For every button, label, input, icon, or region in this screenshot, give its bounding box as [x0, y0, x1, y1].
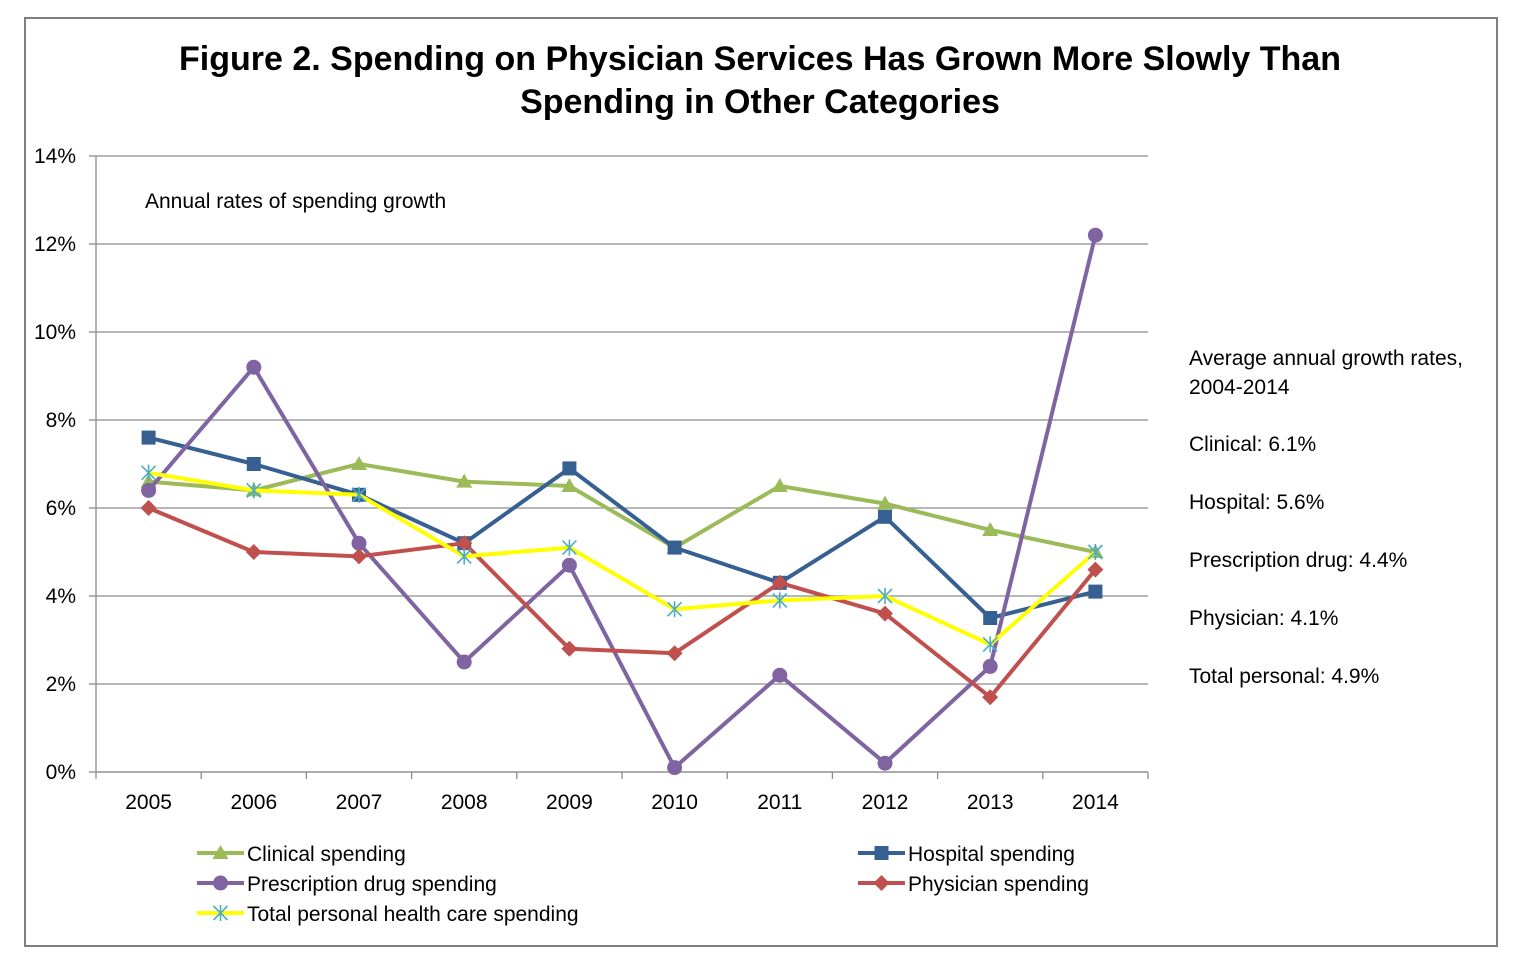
legend-label: Prescription drug spending [247, 873, 497, 896]
data-point [351, 486, 367, 503]
chart-annotation: Annual rates of spending growth [145, 190, 447, 213]
legend-item: Prescription drug spending [197, 873, 497, 896]
data-point [666, 645, 683, 662]
data-point [667, 540, 682, 555]
data-point [982, 522, 999, 536]
legend-item: Hospital spending [858, 843, 1075, 866]
y-tick-label: 8% [46, 409, 76, 432]
data-point [667, 760, 683, 776]
data-point [982, 689, 999, 706]
data-point [561, 557, 577, 573]
series-line [148, 462, 1096, 554]
legend-item: Physician spending [858, 873, 1089, 896]
legend-item: Total personal health care spending [197, 903, 579, 926]
legend-swatch-marker [212, 845, 229, 859]
chart-title: Figure 2. Spending on Physician Services… [179, 40, 1341, 121]
x-tick-label: 2008 [441, 791, 488, 814]
y-tick-label: 0% [46, 761, 76, 784]
data-point [877, 588, 893, 604]
x-tick-label: 2006 [230, 791, 277, 814]
data-point [771, 574, 788, 591]
x-tick-label: 2007 [336, 791, 383, 814]
legend-swatch-marker [212, 905, 229, 921]
legend-label: Physician spending [908, 873, 1089, 896]
data-point [246, 457, 261, 471]
data-point [351, 548, 367, 565]
x-tick-label: 2014 [1072, 791, 1119, 814]
legend-swatch-marker [213, 875, 228, 891]
data-point [456, 535, 473, 552]
data-point [351, 535, 367, 551]
average-growth-item: Physician: 4.1% [1189, 607, 1339, 630]
x-tick-label: 2011 [757, 791, 802, 814]
data-point [1087, 544, 1103, 560]
x-tick-label: 2005 [125, 791, 172, 814]
data-point [562, 461, 577, 476]
legend-label: Hospital spending [908, 843, 1075, 866]
data-point [561, 539, 577, 556]
data-point [141, 482, 157, 498]
average-growth-panel: Average annual growth rates, 2004-2014 C… [1189, 344, 1479, 720]
data-point [140, 500, 157, 516]
series-total-personal-health-care-spending [141, 464, 1103, 653]
data-point [771, 478, 788, 492]
data-point [1087, 561, 1104, 578]
series-line [148, 470, 1097, 647]
y-tick-label: 6% [46, 497, 76, 520]
data-point [982, 658, 998, 674]
y-tick-label: 12% [34, 233, 76, 256]
y-tick-label: 2% [46, 673, 76, 696]
data-point [1088, 584, 1103, 599]
x-tick-label: 2013 [967, 791, 1014, 814]
series-line [147, 506, 1097, 700]
x-tick-label: 2009 [546, 791, 593, 814]
data-point [246, 359, 262, 375]
data-point [983, 611, 998, 625]
y-tick-label: 14% [34, 145, 76, 168]
legend-item: Clinical spending [197, 843, 406, 866]
data-point [561, 478, 578, 492]
series-line [148, 435, 1096, 620]
data-point [877, 495, 893, 510]
data-point [141, 464, 157, 481]
data-point [456, 654, 472, 670]
data-point [878, 509, 892, 524]
average-growth-heading: Average annual growth rates, 2004-2014 [1189, 347, 1463, 399]
legend-label: Clinical spending [247, 843, 406, 866]
average-growth-item: Prescription drug: 4.4% [1189, 549, 1408, 572]
chart-frame [24, 17, 1498, 947]
y-tick-label: 10% [34, 321, 76, 344]
average-growth-item: Hospital: 5.6% [1189, 491, 1325, 514]
data-point [561, 640, 578, 657]
y-tick-label: 4% [46, 585, 76, 608]
x-tick-label: 2010 [651, 791, 698, 814]
series-line [147, 234, 1098, 770]
data-point [772, 667, 788, 683]
data-point [667, 601, 683, 618]
data-point [1087, 227, 1103, 243]
series-prescription-drug-spending [141, 227, 1103, 776]
data-point [877, 605, 893, 622]
x-tick-label: 2012 [862, 791, 909, 814]
data-point [982, 636, 998, 653]
data-point [351, 456, 367, 470]
legend-swatch-marker [873, 875, 890, 891]
data-point [456, 548, 472, 565]
average-growth-item: Clinical: 6.1% [1189, 433, 1317, 456]
series-physician-spending [140, 500, 1104, 706]
average-growth-item: Total personal: 4.9% [1189, 665, 1380, 688]
data-point [877, 755, 893, 771]
data-point [772, 592, 788, 609]
data-point [246, 482, 262, 499]
data-point [141, 430, 156, 445]
data-point [245, 544, 262, 560]
data-point [456, 473, 473, 488]
legend-swatch-marker [874, 846, 889, 860]
legend-label: Total personal health care spending [247, 903, 579, 926]
